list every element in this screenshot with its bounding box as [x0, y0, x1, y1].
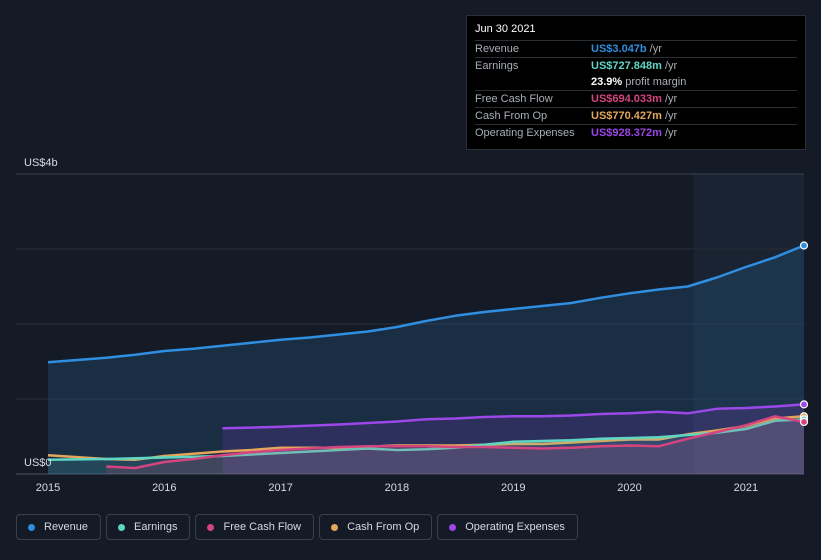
x-tick-label: 2018: [385, 482, 409, 494]
legend-item-cash-from-op[interactable]: Cash From Op: [319, 514, 433, 540]
tooltip-value: US$3.047b: [591, 43, 647, 55]
tooltip-row-cash-from-op: Cash From Op US$770.427m /yr: [475, 107, 797, 124]
legend-item-free-cash-flow[interactable]: Free Cash Flow: [195, 514, 315, 540]
tooltip-label: Cash From Op: [475, 110, 548, 122]
legend-item-operating-expenses[interactable]: Operating Expenses: [437, 514, 578, 540]
tooltip-value: 23.9%: [591, 76, 623, 88]
legend-label: Earnings: [134, 521, 178, 533]
series-endpoint-revenue[interactable]: [799, 241, 809, 250]
legend-dot-icon: [449, 523, 457, 531]
series-area-revenue: [48, 245, 804, 474]
x-tick-label: 2017: [268, 482, 292, 494]
tooltip-row-margin: 23.9% profit margin: [475, 74, 797, 90]
legend-label: Free Cash Flow: [223, 521, 302, 533]
series-line-free-cash-flow: [106, 415, 805, 470]
tooltip-unit: /yr: [664, 60, 678, 72]
tooltip-panel: Jun 30 2021 Revenue US$3.047b /yr Earnin…: [466, 15, 806, 150]
tooltip-value: US$727.848m: [591, 60, 662, 72]
series-area-operating-expenses: [222, 404, 804, 474]
series-area-free-cash-flow: [106, 416, 804, 474]
y-axis-bottom-label: US$0: [24, 457, 52, 469]
tooltip-value: US$928.372m: [591, 127, 662, 139]
tooltip-date: Jun 30 2021: [475, 23, 536, 35]
series-line-operating-expenses: [222, 403, 805, 430]
series-line-revenue: [47, 244, 805, 364]
series-line-earnings: [47, 418, 805, 462]
series-area-earnings: [48, 419, 804, 474]
tooltip-row-earnings: Earnings US$727.848m /yr: [475, 57, 797, 74]
tooltip-label: Free Cash Flow: [475, 93, 553, 105]
series-endpoint-free-cash-flow[interactable]: [799, 417, 809, 427]
tooltip-value: US$694.033m: [591, 93, 662, 105]
tooltip-row-revenue: Revenue US$3.047b /yr: [475, 40, 797, 57]
tooltip-unit: profit margin: [625, 76, 687, 88]
x-tick-label: 2020: [617, 482, 641, 494]
chart-legend: Revenue Earnings Free Cash Flow Cash Fro…: [16, 514, 578, 540]
y-axis-top-label: US$4b: [24, 157, 58, 169]
legend-dot-icon: [118, 523, 126, 531]
x-tick-label: 2019: [501, 482, 525, 494]
legend-item-earnings[interactable]: Earnings: [106, 514, 191, 540]
tooltip-label: Revenue: [475, 43, 520, 55]
legend-label: Revenue: [44, 521, 89, 533]
tooltip-value: US$770.427m: [591, 110, 662, 122]
legend-dot-icon: [331, 523, 339, 531]
tooltip-unit: /yr: [664, 127, 678, 139]
tooltip-unit: /yr: [649, 43, 662, 55]
series-endpoint-operating-expenses[interactable]: [799, 400, 809, 409]
tooltip-row-operating-expenses: Operating Expenses US$928.372m /yr: [475, 124, 797, 141]
legend-item-revenue[interactable]: Revenue: [16, 514, 102, 540]
x-tick-label: 2021: [734, 482, 758, 494]
x-tick-label: 2016: [152, 482, 176, 494]
x-tick-label: 2015: [36, 482, 60, 494]
legend-label: Cash From Op: [347, 521, 420, 533]
tooltip-unit: /yr: [664, 93, 678, 105]
legend-dot-icon: [28, 523, 35, 531]
legend-dot-icon: [207, 523, 215, 531]
tooltip-label: Earnings: [475, 60, 519, 72]
tooltip-label: Operating Expenses: [475, 127, 575, 139]
tooltip-row-free-cash-flow: Free Cash Flow US$694.033m /yr: [475, 90, 797, 107]
legend-label: Operating Expenses: [465, 521, 565, 533]
tooltip-unit: /yr: [664, 110, 678, 122]
